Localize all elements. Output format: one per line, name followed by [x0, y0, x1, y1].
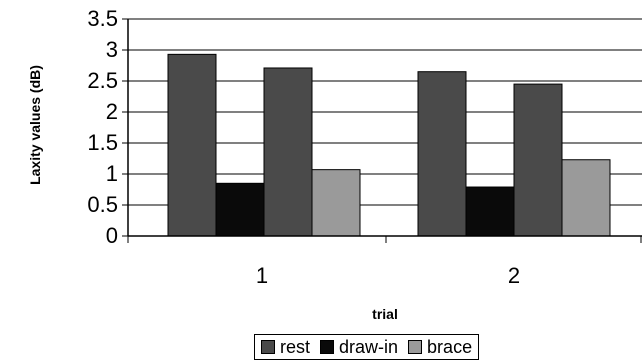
- category-label: 2: [508, 263, 520, 288]
- y-tick-label: 2.5: [87, 68, 118, 93]
- bar-rest: [263, 67, 313, 237]
- legend: rest draw-in brace: [254, 334, 480, 360]
- y-tick-label: 0: [106, 223, 118, 248]
- bar-rest: [513, 83, 563, 237]
- bar-rest: [167, 53, 217, 237]
- legend-item-draw-in: draw-in: [320, 337, 398, 358]
- legend-swatch: [408, 340, 423, 354]
- legend-label: draw-in: [339, 336, 399, 357]
- y-axis-title: Laxity values (dB): [27, 65, 43, 185]
- bar-draw-in: [465, 186, 515, 237]
- bar-brace: [561, 159, 611, 237]
- bar-rest: [417, 71, 467, 237]
- legend-item-brace: brace: [408, 337, 472, 358]
- legend-swatch: [261, 340, 275, 354]
- x-ticks: [127, 236, 642, 243]
- legend-item-rest: rest: [261, 337, 310, 358]
- y-tick-label: 3: [106, 37, 118, 62]
- bar-draw-in: [215, 182, 265, 237]
- bars: [167, 53, 611, 237]
- y-tick-label: 1: [106, 161, 118, 186]
- legend-swatch: [320, 340, 335, 354]
- x-axis-title: trial: [372, 306, 398, 322]
- bar-brace: [311, 169, 361, 237]
- legend-label: rest: [280, 336, 311, 357]
- y-tick-labels: 0 0.5 1 1.5 2 2.5 3 3.5: [87, 6, 118, 248]
- y-tick-label: 2: [106, 99, 118, 124]
- y-tick-label: 3.5: [87, 6, 118, 31]
- y-tick-label: 0.5: [87, 192, 118, 217]
- legend-label: brace: [427, 336, 473, 357]
- y-tick-label: 1.5: [87, 130, 118, 155]
- category-label: 1: [256, 263, 268, 288]
